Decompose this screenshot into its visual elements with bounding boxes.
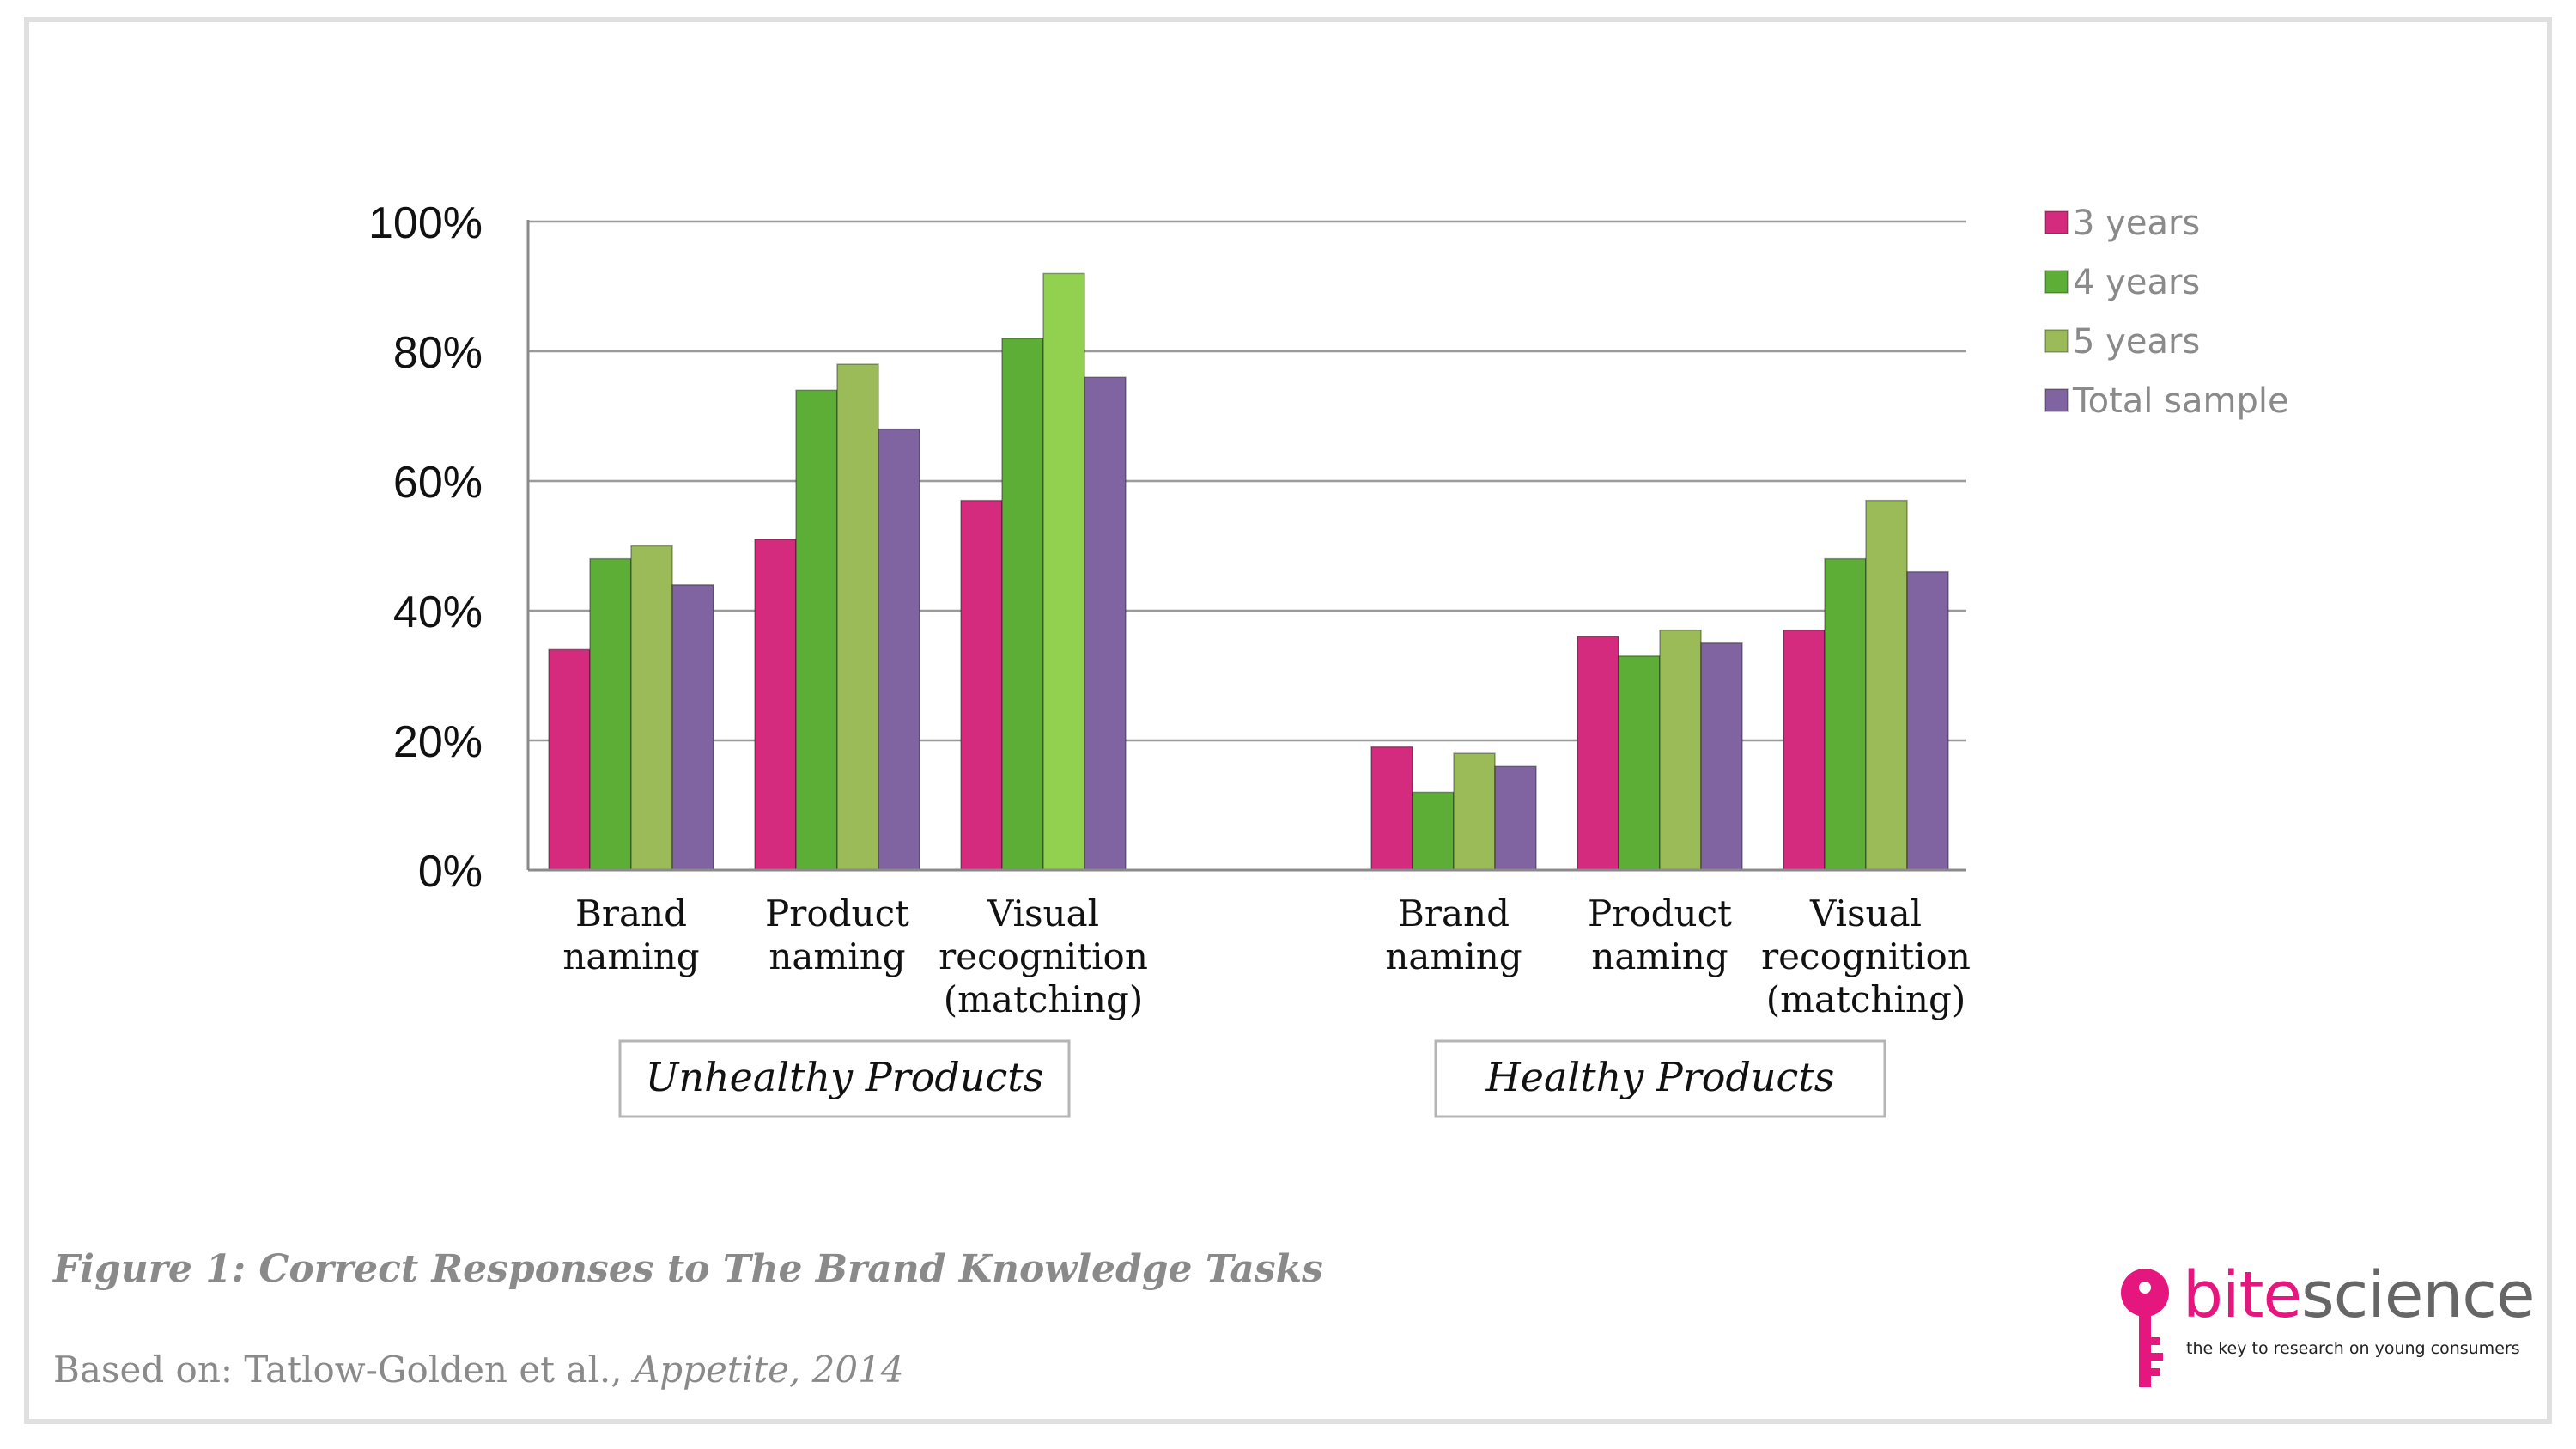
- legend-label: 3 years: [2073, 204, 2200, 243]
- bar: [1659, 629, 1702, 871]
- group-label: Healthy Products: [1485, 1054, 1835, 1100]
- y-tick-label: 0%: [418, 847, 483, 897]
- bar: [1001, 338, 1044, 871]
- bar: [1700, 642, 1743, 871]
- bar: [1042, 272, 1085, 871]
- bars: [548, 272, 1949, 871]
- bar: [1084, 376, 1127, 871]
- bar: [589, 557, 632, 871]
- bar: [1370, 746, 1413, 871]
- key-icon: [2121, 1269, 2169, 1387]
- legend-swatch: [2044, 270, 2069, 294]
- group-box: [618, 1039, 1071, 1118]
- y-tick-label: 100%: [368, 198, 483, 248]
- legend-label: 4 years: [2073, 263, 2200, 302]
- source-citation: Based on: Tatlow-Golden et al., Appetite…: [53, 1349, 904, 1391]
- figure-frame: [24, 17, 2552, 1424]
- legend-label: Total sample: [2072, 381, 2289, 421]
- bar: [960, 499, 1003, 871]
- logo-tagline: the key to research on young consumers: [2186, 1339, 2520, 1358]
- bar: [1783, 629, 1826, 871]
- legend-swatch: [2044, 388, 2069, 412]
- bar: [630, 545, 673, 871]
- group-labels: Unhealthy Products Healthy Products: [618, 1039, 1886, 1118]
- group-label: Unhealthy Products: [646, 1054, 1044, 1100]
- bar: [1577, 636, 1619, 871]
- bar: [671, 584, 714, 871]
- grid-lines: [528, 220, 1966, 742]
- source-journal: Appetite, 2014: [633, 1349, 904, 1391]
- y-tick-label: 20%: [393, 717, 483, 767]
- legend: 3 years 4 years 5 years Total sample: [2044, 204, 2289, 421]
- category-label: Visual recognition (matching): [1761, 892, 1971, 1020]
- y-tick-labels: 0% 20% 40% 60% 80% 100%: [368, 198, 483, 897]
- legend-swatch: [2044, 329, 2069, 353]
- category-labels: Brand naming Product naming Visual recognitio…: [562, 892, 1971, 1020]
- logo-wordmark: bitescience: [2183, 1258, 2536, 1332]
- category-label: Brand naming: [562, 892, 699, 977]
- bar: [548, 648, 591, 871]
- y-tick-label: 60%: [393, 458, 483, 508]
- bar: [1824, 557, 1867, 871]
- category-label: Product naming: [765, 892, 909, 977]
- bar: [1453, 752, 1496, 871]
- bar: [1494, 765, 1537, 871]
- y-tick-label: 80%: [393, 328, 483, 378]
- bar: [1412, 791, 1455, 871]
- logo-name-science: science: [2301, 1258, 2535, 1332]
- bar: [1618, 655, 1661, 871]
- bar: [836, 363, 879, 871]
- axes: [526, 220, 1966, 872]
- group-box: [1434, 1039, 1886, 1118]
- legend-swatch: [2044, 210, 2069, 234]
- bar: [754, 539, 797, 871]
- bar: [1906, 570, 1949, 871]
- bar: [1865, 499, 1908, 871]
- y-tick-label: 40%: [393, 588, 483, 637]
- source-prefix: Based on: Tatlow-Golden et al.,: [53, 1349, 623, 1391]
- category-label: Visual recognition (matching): [939, 892, 1148, 1020]
- bar: [795, 389, 838, 871]
- category-label: Product naming: [1588, 892, 1732, 977]
- legend-label: 5 years: [2073, 322, 2200, 362]
- figure-caption: Figure 1: Correct Responses to The Brand…: [53, 1247, 1323, 1291]
- logo-name-bite: bite: [2183, 1258, 2302, 1332]
- bitescience-logo: bitescience the key to research on young…: [2116, 1258, 2536, 1396]
- category-label: Brand naming: [1385, 892, 1522, 977]
- bar: [878, 428, 920, 871]
